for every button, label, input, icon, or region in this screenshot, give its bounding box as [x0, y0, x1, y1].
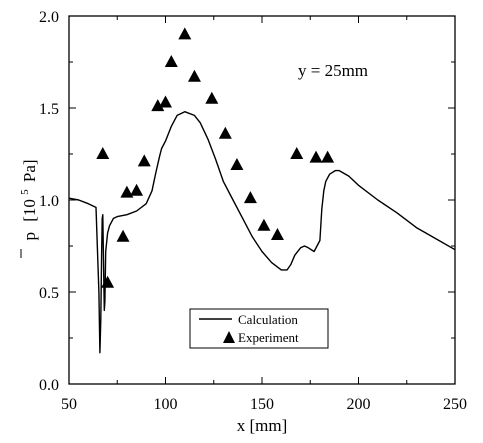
experiment-point: [159, 95, 172, 108]
legend: Calculation Experiment: [189, 308, 329, 349]
x-tick-label: 50: [61, 396, 77, 413]
y-axis-units-prefix: [10: [20, 199, 39, 222]
experiment-point: [321, 150, 335, 163]
experiment-point: [178, 27, 192, 40]
experiment-point: [96, 147, 110, 159]
experiment-point: [290, 147, 304, 159]
y-axis-units-suffix: Pa]: [20, 159, 39, 182]
x-tick-labels: 50 100 150 200 250: [61, 396, 467, 413]
experiment-point: [218, 126, 232, 139]
experiment-point: [257, 218, 271, 231]
annotation-text: y = 25mm: [298, 61, 368, 80]
y-axis-label: p [10 5 Pa]: [13, 159, 39, 258]
legend-triangle-swatch: [223, 331, 235, 343]
x-axis-label: x [mm]: [237, 416, 288, 435]
experiment-point: [230, 158, 244, 171]
y-axis-symbol: p: [20, 232, 39, 241]
x-tick-label: 150: [250, 396, 274, 413]
legend-label-calculation: Calculation: [238, 312, 298, 327]
experiment-point: [101, 275, 115, 288]
y-tick-labels: 0.0 0.5 1.0 1.5 2.0: [39, 9, 59, 394]
series-calculation-line: [68, 111, 456, 354]
experiment-point: [205, 91, 219, 104]
experiment-point: [120, 185, 134, 198]
x-tick-label: 200: [347, 396, 371, 413]
x-tick-label: 250: [443, 396, 467, 413]
experiment-point: [137, 154, 151, 167]
experiment-point: [187, 69, 201, 82]
experiment-point: [309, 150, 323, 163]
experiment-point: [270, 227, 284, 240]
experiment-point: [164, 55, 178, 67]
legend-box: [189, 308, 329, 349]
experiment-point: [243, 191, 257, 204]
y-tick-label: 0.0: [39, 377, 59, 394]
legend-label-experiment: Experiment: [238, 330, 299, 345]
x-tick-label: 100: [154, 396, 178, 413]
experiment-point: [151, 99, 165, 112]
y-tick-label: 0.5: [39, 285, 59, 302]
experiment-point: [116, 229, 130, 242]
y-tick-label: 1.0: [39, 193, 59, 210]
series-experiment-markers: [96, 27, 335, 288]
axis-ticks: [68, 15, 456, 385]
y-tick-label: 2.0: [39, 9, 59, 26]
experiment-point: [130, 183, 144, 196]
y-axis-units-exponent: 5: [19, 189, 31, 195]
y-tick-label: 1.5: [39, 101, 59, 118]
svg-text:p [10 5 Pa]: p [10 5 Pa]: [13, 159, 39, 240]
